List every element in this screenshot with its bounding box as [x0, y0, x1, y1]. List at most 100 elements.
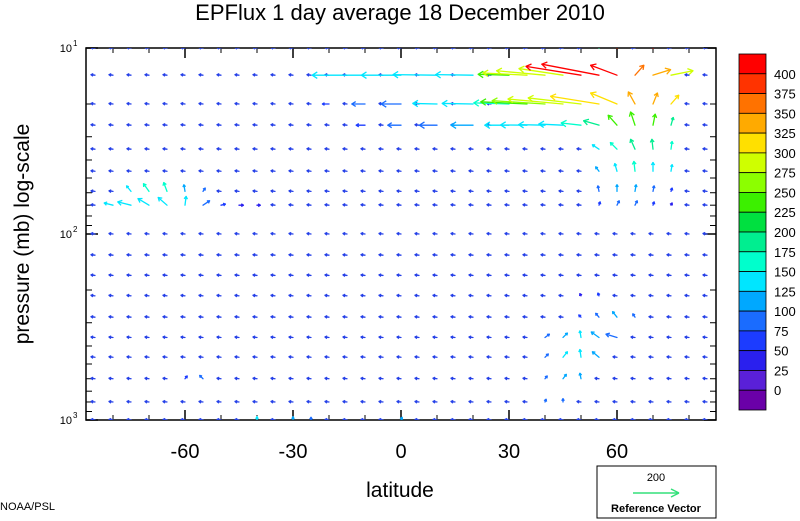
flux-vector	[543, 398, 548, 403]
flux-vector	[504, 417, 510, 420]
flux-vector	[652, 113, 658, 126]
flux-vector	[270, 417, 276, 420]
flux-vector	[198, 231, 204, 236]
flux-vector	[576, 203, 582, 207]
x-axis-label: latitude	[366, 479, 434, 502]
flux-vector	[144, 335, 150, 340]
flux-vector	[198, 123, 204, 127]
flux-vector	[198, 273, 204, 278]
flux-vector	[202, 200, 211, 206]
flux-vector	[450, 189, 456, 193]
flux-vector	[702, 123, 708, 127]
flux-vector	[216, 417, 222, 420]
flux-vector	[342, 169, 348, 173]
flux-vector	[418, 121, 438, 129]
flux-vector	[631, 160, 637, 172]
flux-vector	[589, 91, 618, 105]
flux-vector	[126, 335, 132, 340]
flux-vector	[684, 273, 690, 278]
flux-vector	[578, 348, 583, 358]
flux-vector	[450, 48, 456, 50]
colorbar-swatch	[738, 93, 767, 114]
flux-vector	[270, 123, 276, 127]
flux-vector	[486, 335, 492, 340]
flux-vector	[684, 417, 690, 420]
flux-vector	[360, 48, 366, 50]
flux-vector	[90, 189, 96, 193]
flux-vector	[630, 399, 636, 404]
colorbar-label: 400	[774, 67, 796, 82]
flux-vector	[468, 169, 474, 173]
flux-vector	[324, 335, 330, 340]
flux-vector	[234, 123, 240, 127]
flux-vector	[144, 73, 150, 77]
flux-vector	[450, 231, 456, 236]
flux-vector	[360, 376, 366, 381]
flux-vector	[162, 253, 168, 257]
flux-vector	[702, 273, 708, 278]
flux-vector	[306, 315, 312, 319]
flux-vector	[234, 376, 240, 381]
flux-vector	[291, 416, 295, 420]
flux-vector	[144, 123, 150, 127]
flux-vector	[522, 169, 528, 173]
flux-vector	[309, 416, 313, 420]
flux-vector	[378, 231, 384, 236]
flux-vector	[522, 315, 528, 319]
flux-vector	[702, 189, 708, 193]
colorbar-label: 200	[774, 225, 796, 240]
flux-vector	[144, 48, 150, 50]
flux-vector	[90, 73, 96, 77]
flux-vector	[396, 147, 402, 151]
flux-vector	[90, 315, 96, 319]
flux-vector	[324, 203, 330, 207]
flux-vector	[252, 273, 258, 278]
flux-vector	[321, 102, 330, 106]
flux-vector	[441, 99, 474, 108]
flux-vector	[684, 147, 690, 151]
flux-vector	[558, 48, 564, 50]
flux-vector	[180, 417, 186, 420]
flux-vector	[270, 335, 276, 340]
flux-vector	[666, 417, 672, 420]
flux-vector	[126, 231, 132, 236]
flux-vector	[342, 315, 348, 319]
flux-vector	[288, 169, 294, 173]
flux-vector	[561, 398, 565, 403]
flux-vector	[434, 70, 474, 79]
flux-vector	[468, 48, 474, 50]
flux-vector	[396, 293, 402, 298]
colorbar-swatch	[738, 231, 767, 253]
flux-vector	[414, 376, 420, 381]
flux-vector	[486, 203, 492, 207]
credit-text: NOAA/PSL	[0, 501, 55, 513]
flux-vector	[162, 376, 168, 381]
flux-vector	[414, 147, 420, 151]
flux-vector	[702, 169, 708, 173]
flux-vector	[288, 101, 294, 106]
flux-vector	[360, 399, 366, 404]
flux-vector	[90, 231, 96, 236]
flux-vector	[216, 231, 222, 236]
flux-vector	[684, 123, 690, 127]
flux-vector	[432, 417, 438, 420]
flux-vector	[234, 231, 240, 236]
flux-vector	[288, 335, 294, 340]
flux-vector	[252, 376, 258, 381]
flux-vector	[414, 123, 420, 127]
flux-vector	[666, 293, 672, 298]
colorbar-label: 225	[774, 205, 796, 220]
flux-vector	[412, 99, 438, 108]
flux-vector	[432, 355, 438, 359]
flux-vector	[342, 189, 348, 193]
flux-vector	[702, 376, 708, 381]
flux-vector	[288, 147, 294, 151]
flux-vector	[666, 355, 672, 359]
flux-vector	[184, 375, 188, 380]
flux-vector	[558, 231, 564, 236]
flux-vector	[594, 417, 600, 420]
flux-vector	[270, 399, 276, 404]
colorbar-label: 25	[774, 363, 788, 378]
flux-vector	[666, 273, 672, 278]
flux-vector	[378, 273, 384, 278]
